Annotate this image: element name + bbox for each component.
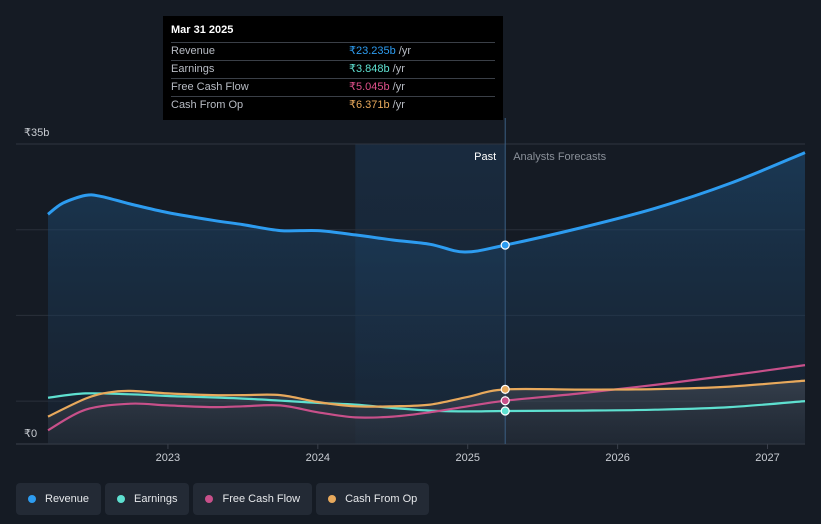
x-tick-label: 2026	[605, 452, 629, 464]
tooltip: Mar 31 2025 Revenue ₹23.235b /yr Earning…	[163, 16, 503, 120]
y-tick-label-bottom: ₹0	[24, 428, 37, 440]
x-tick-label: 2024	[306, 452, 330, 464]
tooltip-date: Mar 31 2025	[171, 24, 234, 36]
tooltip-label: Free Cash Flow	[171, 81, 249, 93]
analysts-forecasts-label: Analysts Forecasts	[513, 151, 606, 163]
legend-label: Revenue	[45, 493, 90, 505]
legend-label: Free Cash Flow	[222, 493, 301, 505]
earnings-marker[interactable]	[500, 406, 510, 416]
tooltip-label: Earnings	[171, 63, 215, 75]
tooltip-value: ₹5.045b	[349, 81, 390, 93]
legend: Revenue Earnings Free Cash Flow Cash Fro…	[16, 483, 430, 515]
tooltip-label: Revenue	[171, 45, 216, 57]
legend-item-revenue[interactable]: Revenue	[16, 483, 102, 515]
legend-dot-icon	[117, 495, 126, 503]
legend-dot-icon	[328, 495, 337, 503]
cash-from-op-line	[47, 379, 806, 418]
revenue-line	[47, 151, 806, 254]
legend-item-cash-from-op[interactable]: Cash From Op	[316, 483, 430, 515]
tooltip-row-revenue: Revenue ₹23.235b /yr	[171, 42, 495, 60]
legend-label: Cash From Op	[345, 493, 418, 505]
tooltip-value: ₹23.235b	[349, 45, 396, 57]
tooltip-value: ₹3.848b	[349, 63, 390, 75]
legend-item-free-cash-flow[interactable]: Free Cash Flow	[193, 483, 313, 515]
tooltip-row-cash-from-op: Cash From Op ₹6.371b /yr	[171, 96, 495, 114]
revenue-marker[interactable]	[500, 240, 510, 250]
legend-dot-icon	[28, 495, 36, 503]
legend-item-earnings[interactable]: Earnings	[105, 483, 190, 515]
y-tick-label-top: ₹35b	[24, 127, 49, 139]
x-tick-label: 2023	[156, 452, 180, 464]
tooltip-unit: /yr	[392, 99, 405, 111]
x-tick-label: 2027	[755, 452, 779, 464]
past-label: Past	[474, 151, 496, 163]
cash-from-op-marker[interactable]	[500, 384, 510, 394]
legend-label: Earnings	[134, 493, 178, 505]
free-cash-flow-marker[interactable]	[500, 396, 510, 406]
x-tick-label: 2025	[455, 452, 479, 464]
revenue-area	[48, 152, 805, 444]
tooltip-unit: /yr	[392, 81, 405, 93]
earnings-line	[47, 392, 806, 413]
legend-dot-icon	[205, 495, 214, 503]
tooltip-row-earnings: Earnings ₹3.848b /yr	[171, 60, 495, 78]
tooltip-unit: /yr	[398, 45, 411, 57]
tooltip-label: Cash From Op	[171, 99, 244, 111]
tooltip-unit: /yr	[392, 63, 405, 75]
tooltip-row-free-cash-flow: Free Cash Flow ₹5.045b /yr	[171, 78, 495, 96]
tooltip-value: ₹6.371b	[349, 99, 390, 111]
